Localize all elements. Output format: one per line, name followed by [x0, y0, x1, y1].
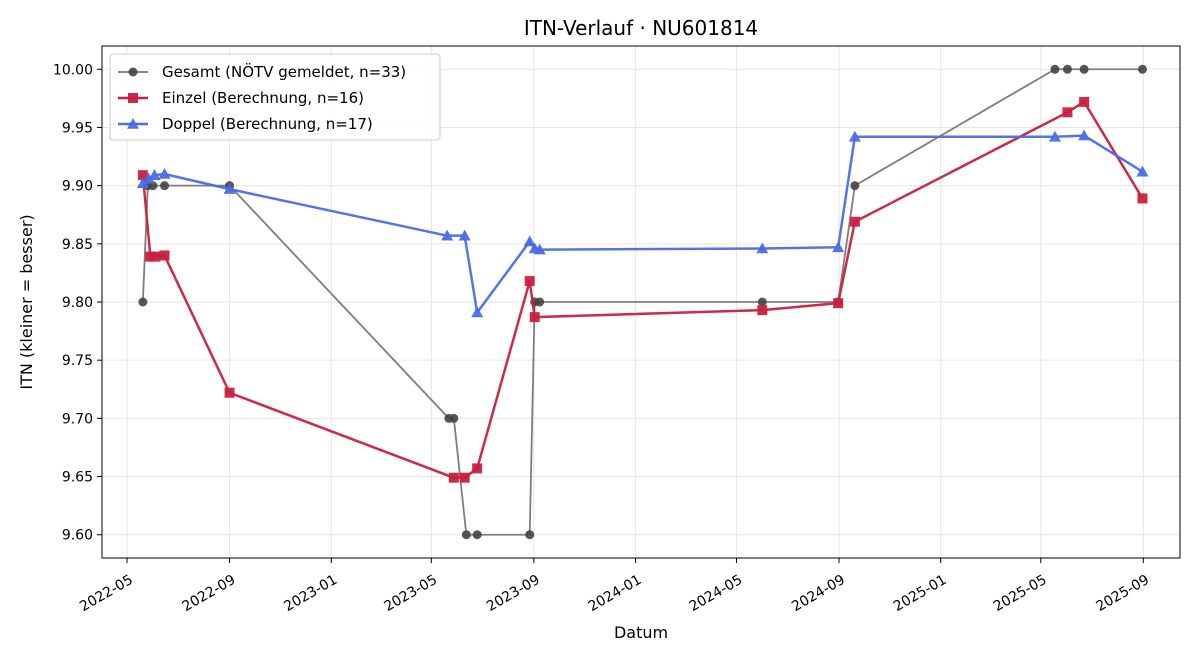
x-axis-title: Datum: [614, 623, 668, 642]
data-point-circle: [525, 530, 535, 540]
data-point-triangle: [471, 306, 484, 318]
y-tick-label: 9.85: [62, 237, 93, 253]
legend-label: Einzel (Berechnung, n=16): [162, 89, 364, 107]
legend-marker-square: [128, 93, 138, 103]
data-point-triangle: [533, 243, 546, 255]
data-point-triangle: [158, 168, 171, 179]
data-point-triangle: [142, 172, 155, 184]
y-axis-title: ITN (kleiner = besser): [17, 214, 36, 389]
data-point-circle: [138, 297, 148, 307]
data-point-circle: [160, 181, 170, 191]
legend-label: Doppel (Berechnung, n=17): [162, 115, 373, 133]
y-tick-label: 9.75: [62, 353, 93, 369]
data-point-circle: [449, 413, 459, 423]
y-tick-label: 9.95: [62, 120, 93, 136]
data-point-square: [145, 251, 156, 262]
legend-label: Gesamt (NÖTV gemeldet, n=33): [162, 62, 406, 81]
y-tick-label: 9.90: [62, 179, 93, 195]
data-point-square: [1137, 193, 1148, 204]
data-point-circle: [535, 297, 545, 307]
data-point-triangle: [223, 183, 236, 194]
legend-marker-circle: [128, 67, 138, 77]
data-point-square: [137, 170, 148, 181]
data-point-triangle: [136, 177, 149, 189]
legend-item-triangle: Doppel (Berechnung, n=17): [118, 115, 373, 133]
y-tick-label: 9.60: [62, 528, 93, 544]
legend: Gesamt (NÖTV gemeldet, n=33) Einzel (Bere…: [109, 53, 441, 141]
series-circle: [138, 64, 1147, 540]
data-point-circle: [850, 181, 860, 191]
data-point-square: [1079, 96, 1090, 107]
data-point-circle: [1062, 64, 1072, 74]
data-point-triangle: [523, 235, 536, 247]
data-point-triangle: [148, 169, 161, 180]
data-point-triangle: [1078, 129, 1091, 141]
data-point-triangle: [441, 229, 454, 241]
legend-box: [109, 53, 441, 141]
data-point-circle: [461, 530, 471, 540]
data-point-triangle: [848, 130, 861, 142]
data-point-square: [849, 216, 860, 227]
legend-marker-triangle: [127, 118, 139, 129]
data-point-square: [459, 472, 470, 483]
data-point-square: [150, 251, 161, 262]
data-point-square: [448, 472, 459, 483]
data-point-square: [472, 463, 483, 474]
data-point-circle: [1079, 64, 1089, 74]
data-point-square: [1062, 107, 1073, 118]
data-point-square: [524, 276, 535, 287]
data-point-triangle: [458, 229, 471, 241]
series-square: [137, 96, 1148, 483]
data-point-square: [529, 312, 540, 323]
y-tick-label: 9.70: [62, 411, 93, 427]
series-group: [136, 64, 1149, 540]
chart-title: ITN-Verlauf · NU601814: [524, 16, 758, 40]
data-point-circle: [757, 297, 767, 307]
legend-item-square: Einzel (Berechnung, n=16): [118, 89, 364, 107]
data-point-square: [224, 387, 235, 398]
data-point-triangle: [832, 241, 845, 253]
y-tick-label: 9.65: [62, 470, 93, 486]
y-tick-label: 9.80: [62, 295, 93, 311]
data-point-square: [833, 298, 844, 309]
data-point-square: [159, 250, 170, 261]
data-point-triangle: [756, 242, 769, 254]
data-point-circle: [1050, 64, 1060, 74]
data-point-triangle: [1048, 130, 1061, 142]
data-point-triangle: [1136, 165, 1149, 177]
data-point-circle: [1137, 64, 1147, 74]
y-tick-label: 10.00: [53, 62, 93, 78]
data-point-square: [757, 305, 768, 316]
data-point-circle: [472, 530, 482, 540]
series-triangle: [136, 129, 1149, 318]
legend-item-circle: Gesamt (NÖTV gemeldet, n=33): [118, 62, 406, 81]
